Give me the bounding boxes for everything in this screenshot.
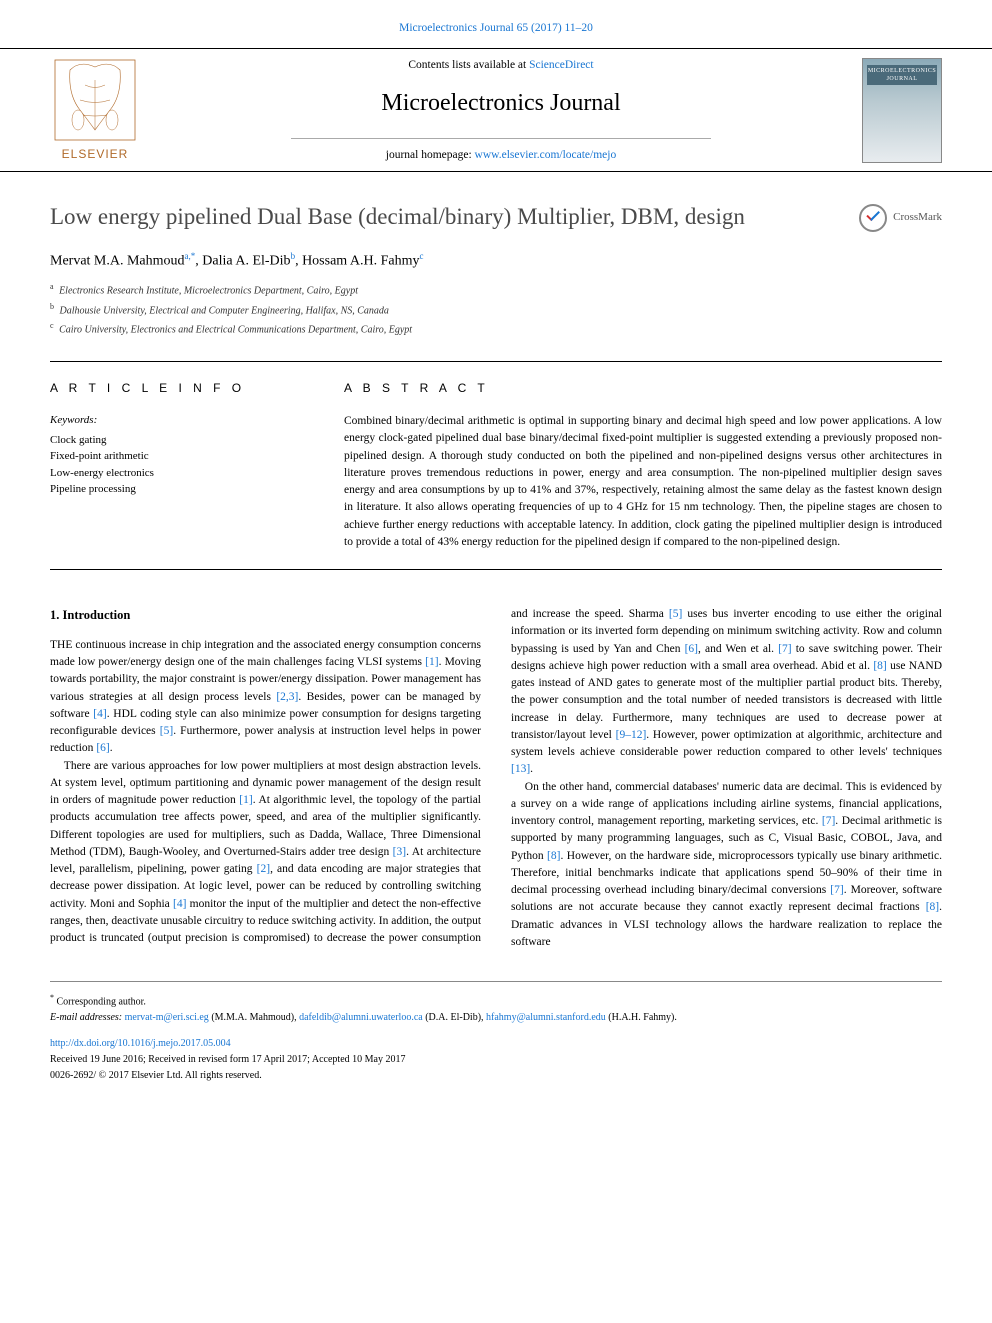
contents-prefix: Contents lists available at — [408, 59, 529, 71]
article-title: Low energy pipelined Dual Base (decimal/… — [50, 202, 839, 232]
ref-link[interactable]: [1] — [239, 794, 252, 806]
journal-issue-header: Microelectronics Journal 65 (2017) 11–20 — [0, 0, 992, 48]
elsevier-text: ELSEVIER — [62, 147, 129, 161]
email-addresses: E-mail addresses: mervat-m@eri.sci.eg (M… — [50, 1010, 942, 1026]
journal-issue-link[interactable]: Microelectronics Journal 65 (2017) 11–20 — [399, 22, 593, 34]
ref-link[interactable]: [13] — [511, 763, 530, 775]
keywords-label: Keywords: — [50, 413, 310, 428]
affiliation-item: a Electronics Research Institute, Microe… — [50, 281, 942, 298]
ref-link[interactable]: [7] — [830, 884, 843, 896]
ref-link[interactable]: [2,3] — [276, 691, 298, 703]
header-center: Contents lists available at ScienceDirec… — [140, 57, 862, 164]
journal-cover-label: MICROELECTRONICS JOURNAL — [867, 65, 937, 86]
affiliation-item: c Cairo University, Electronics and Elec… — [50, 320, 942, 337]
p2-part: , and Wen et al. — [698, 643, 778, 655]
title-row: Low energy pipelined Dual Base (decimal/… — [50, 202, 942, 232]
keyword-item: Low-energy electronics — [50, 465, 310, 482]
authors-line: Mervat M.A. Mahmouda,*, Dalia A. El-Dibb… — [50, 250, 942, 271]
crossmark-icon — [859, 204, 887, 232]
email-owner: (M.M.A. Mahmoud), — [209, 1012, 299, 1023]
body-text: 1. Introduction THE continuous increase … — [50, 606, 942, 951]
lead-word: THE — [50, 639, 72, 651]
ref-link[interactable]: [8] — [926, 901, 939, 913]
received-dates: Received 19 June 2016; Received in revis… — [50, 1052, 942, 1068]
ref-link[interactable]: [6] — [96, 742, 109, 754]
abstract-column: A B S T R A C T Combined binary/decimal … — [344, 380, 942, 551]
email-owner: (D.A. El-Dib), — [423, 1012, 486, 1023]
ref-link[interactable]: [4] — [173, 898, 186, 910]
corresponding-author: * Corresponding author. — [50, 992, 942, 1010]
ref-link[interactable]: [8] — [547, 850, 560, 862]
keyword-item: Pipeline processing — [50, 481, 310, 498]
ref-link[interactable]: [7] — [778, 643, 791, 655]
ref-link[interactable]: [2] — [257, 863, 270, 875]
article-footer: * Corresponding author. E-mail addresses… — [50, 981, 942, 1114]
info-abstract-row: A R T I C L E I N F O Keywords: Clock ga… — [50, 361, 942, 570]
homepage-line: journal homepage: www.elsevier.com/locat… — [291, 138, 711, 163]
email-link[interactable]: mervat-m@eri.sci.eg — [125, 1012, 209, 1023]
ref-link[interactable]: [4] — [93, 708, 106, 720]
sciencedirect-link[interactable]: ScienceDirect — [529, 59, 594, 71]
journal-name: Microelectronics Journal — [160, 87, 842, 121]
keywords-list: Clock gatingFixed-point arithmeticLow-en… — [50, 432, 310, 498]
keyword-item: Fixed-point arithmetic — [50, 448, 310, 465]
ref-link[interactable]: [3] — [393, 846, 406, 858]
paragraph-1: THE continuous increase in chip integrat… — [50, 637, 481, 758]
copyright-line: 0026-2692/ © 2017 Elsevier Ltd. All righ… — [50, 1068, 942, 1084]
homepage-link[interactable]: www.elsevier.com/locate/mejo — [475, 149, 617, 161]
article-info-column: A R T I C L E I N F O Keywords: Clock ga… — [50, 380, 310, 551]
email-link[interactable]: hfahmy@alumni.stanford.edu — [486, 1012, 606, 1023]
article-main: Low energy pipelined Dual Base (decimal/… — [0, 172, 992, 951]
ref-link[interactable]: [9–12] — [616, 729, 647, 741]
article-info-heading: A R T I C L E I N F O — [50, 380, 310, 397]
crossmark-badge[interactable]: CrossMark — [859, 204, 942, 232]
affiliation-item: b Dalhousie University, Electrical and C… — [50, 301, 942, 318]
crossmark-text: CrossMark — [893, 210, 942, 225]
ref-link[interactable]: [1] — [425, 656, 438, 668]
ref-link[interactable]: [5] — [160, 725, 173, 737]
keyword-item: Clock gating — [50, 432, 310, 449]
abstract-heading: A B S T R A C T — [344, 380, 942, 397]
section-1-heading: 1. Introduction — [50, 606, 481, 625]
journal-cover-thumbnail: MICROELECTRONICS JOURNAL — [862, 58, 942, 163]
affiliations: a Electronics Research Institute, Microe… — [50, 281, 942, 337]
doi-link: http://dx.doi.org/10.1016/j.mejo.2017.05… — [50, 1036, 942, 1052]
ref-link[interactable]: [8] — [873, 660, 886, 672]
ref-link[interactable]: [6] — [685, 643, 698, 655]
email-owner: (H.A.H. Fahmy). — [606, 1012, 677, 1023]
doi-anchor[interactable]: http://dx.doi.org/10.1016/j.mejo.2017.05… — [50, 1038, 231, 1049]
ref-link[interactable]: [7] — [822, 815, 835, 827]
contents-available-line: Contents lists available at ScienceDirec… — [160, 57, 842, 73]
email-link[interactable]: dafeldib@alumni.uwaterloo.ca — [299, 1012, 423, 1023]
elsevier-logo: ELSEVIER — [50, 55, 140, 165]
journal-header-bar: ELSEVIER Contents lists available at Sci… — [0, 48, 992, 172]
ref-link[interactable]: [5] — [669, 608, 682, 620]
paragraph-3: On the other hand, commercial databases'… — [511, 779, 942, 952]
p1-part: continuous increase in chip integration … — [50, 639, 481, 668]
email-label: E-mail addresses: — [50, 1012, 125, 1023]
homepage-prefix: journal homepage: — [386, 149, 475, 161]
abstract-text: Combined binary/decimal arithmetic is op… — [344, 413, 942, 551]
